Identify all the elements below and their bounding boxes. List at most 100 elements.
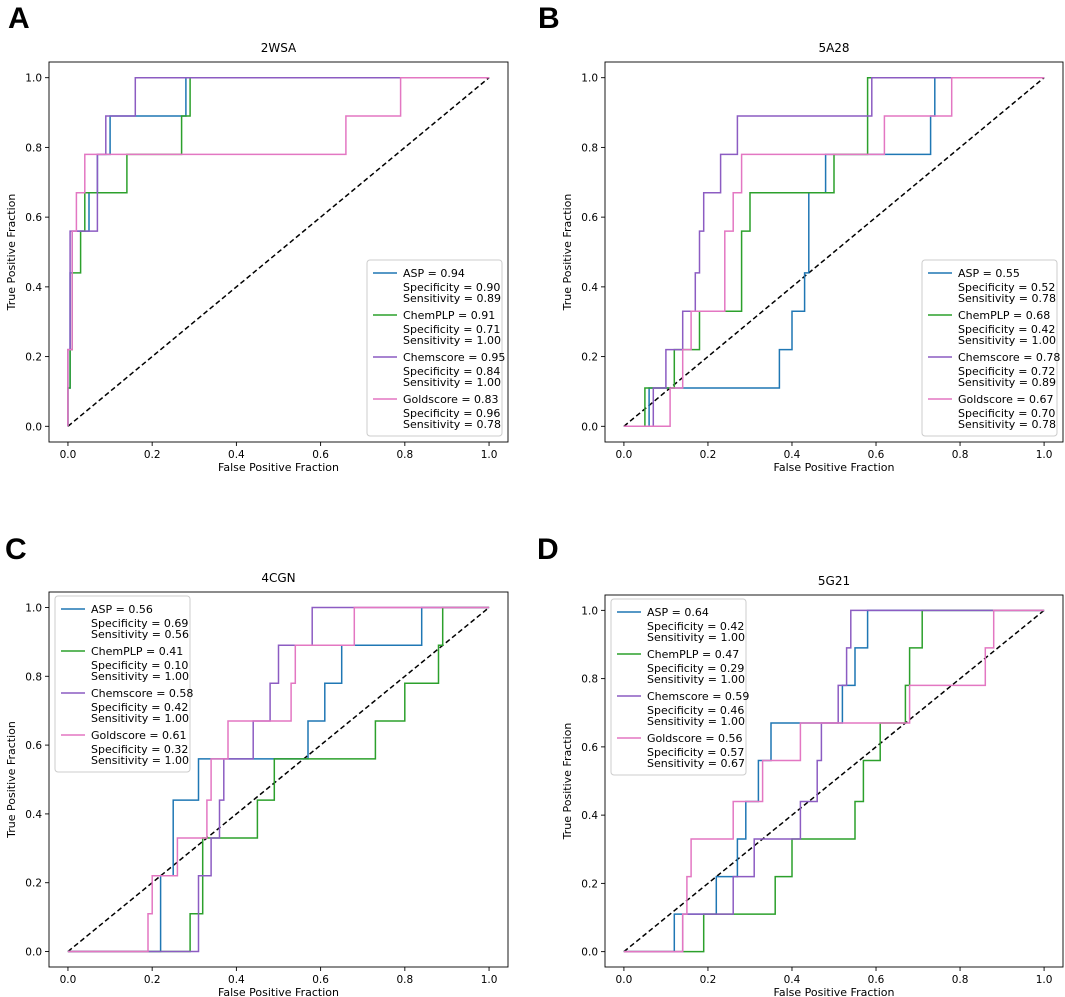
legend-sensitivity: Sensitivity = 1.00: [647, 673, 745, 686]
y-axis-label: True Positive Fraction: [561, 723, 574, 841]
legend-specificity: Specificity = 0.57: [647, 746, 744, 759]
legend-sensitivity: Sensitivity = 1.00: [403, 376, 501, 389]
axes-frame: [604, 61, 1064, 443]
legend-label: ChemPLP = 0.47: [647, 648, 739, 661]
y-tick-label: 0.6: [581, 212, 598, 224]
x-tick-label: 0.2: [144, 974, 161, 986]
chart-title: 4CGN: [261, 571, 295, 585]
x-axis-label: False Positive Fraction: [218, 461, 339, 474]
x-tick-label: 1.0: [1036, 974, 1053, 986]
legend-specificity: Specificity = 0.42: [958, 323, 1055, 336]
legend-sensitivity: Sensitivity = 0.78: [958, 292, 1056, 305]
x-tick-label: 0.0: [60, 974, 77, 986]
panel-letter: D: [537, 533, 559, 566]
chart-panel-c: C 4CGN 0.0 0.0 0.2 0.2 0.4 0.4 0.6 0.6 0.8 0.8 1.0 1.…: [5, 533, 509, 997]
legend-box: [54, 595, 191, 773]
y-tick-label: 0.2: [25, 878, 42, 890]
legend-sensitivity: Sensitivity = 0.89: [958, 376, 1056, 389]
y-tick-label: 0.2: [25, 352, 42, 364]
y-tick-label: 0.0: [25, 947, 42, 959]
legend-sensitivity: Sensitivity = 1.00: [91, 670, 189, 683]
chance-diagonal: [623, 609, 1045, 953]
legend-box: [610, 598, 747, 776]
legend-sensitivity: Sensitivity = 1.00: [91, 712, 189, 725]
x-tick-label: 0.8: [396, 974, 413, 986]
y-tick-label: 0.0: [581, 947, 598, 959]
legend-specificity: Specificity = 0.42: [647, 620, 744, 633]
legend-label: Goldscore = 0.56: [647, 732, 743, 745]
axes-frame: [48, 591, 509, 968]
legend-label: Goldscore = 0.67: [958, 393, 1054, 406]
x-tick-label: 0.0: [616, 974, 633, 986]
x-tick-label: 0.2: [144, 449, 161, 461]
legend-specificity: Specificity = 0.70: [958, 407, 1055, 420]
legend-sensitivity: Sensitivity = 1.00: [403, 334, 501, 347]
chance-diagonal: [67, 606, 490, 953]
legend-sensitivity: Sensitivity = 1.00: [647, 631, 745, 644]
x-tick-label: 0.6: [312, 974, 329, 986]
y-tick-label: 0.4: [581, 282, 598, 294]
y-tick-label: 1.0: [581, 73, 598, 85]
y-axis-label: True Positive Fraction: [5, 721, 18, 839]
legend-label: ASP = 0.55: [958, 267, 1020, 280]
x-tick-label: 0.2: [700, 449, 717, 461]
legend-specificity: Specificity = 0.52: [958, 281, 1055, 294]
chart-title: 5A28: [818, 41, 849, 55]
x-tick-label: 0.6: [868, 974, 885, 986]
legend-specificity: Specificity = 0.84: [403, 365, 500, 378]
x-tick-label: 1.0: [1036, 449, 1053, 461]
legend-specificity: Specificity = 0.71: [403, 323, 500, 336]
roc-line-chemscore: [67, 606, 490, 953]
legend-sensitivity: Sensitivity = 0.78: [403, 418, 501, 431]
y-tick-label: 0.8: [25, 142, 42, 154]
legend-specificity: Specificity = 0.42: [91, 701, 188, 714]
legend-specificity: Specificity = 0.10: [91, 659, 188, 672]
x-axis-label: False Positive Fraction: [774, 986, 895, 997]
legend-label: ChemPLP = 0.91: [403, 309, 495, 322]
legend-sensitivity: Sensitivity = 1.00: [91, 754, 189, 767]
panel-letter: C: [5, 533, 27, 566]
y-tick-label: 0.4: [25, 809, 42, 821]
roc-line-chemscore: [623, 76, 1045, 428]
legend-specificity: Specificity = 0.72: [958, 365, 1055, 378]
chart-title: 5G21: [818, 574, 850, 588]
x-tick-label: 0.2: [700, 974, 717, 986]
y-tick-label: 0.0: [581, 421, 598, 433]
x-tick-label: 0.4: [228, 449, 245, 461]
legend-label: ASP = 0.94: [403, 267, 465, 280]
legend-label: Goldscore = 0.61: [91, 729, 187, 742]
x-tick-label: 0.4: [784, 974, 801, 986]
legend-label: Goldscore = 0.83: [403, 393, 499, 406]
x-tick-label: 0.8: [952, 974, 969, 986]
roc-line-goldscore: [623, 76, 1045, 428]
y-tick-label: 0.2: [581, 352, 598, 364]
legend-sensitivity: Sensitivity = 1.00: [958, 334, 1056, 347]
chart-panel-b: B 5A28 0.0 0.0 0.2 0.2 0.4 0.4 0.6 0.6 0.8 0.8 1.0 1.…: [538, 2, 1064, 474]
legend-label: ChemPLP = 0.68: [958, 309, 1050, 322]
roc-line-goldscore: [67, 606, 490, 953]
chart-title: 2WSA: [261, 41, 297, 55]
legend-sensitivity: Sensitivity = 0.67: [647, 757, 745, 770]
x-tick-label: 0.6: [868, 449, 885, 461]
axes-frame: [604, 594, 1064, 968]
y-tick-label: 0.8: [581, 674, 598, 686]
legend-specificity: Specificity = 0.69: [91, 617, 188, 630]
legend-label: Chemscore = 0.58: [91, 687, 193, 700]
chance-diagonal: [623, 77, 1045, 427]
legend-label: ASP = 0.56: [91, 603, 153, 616]
y-tick-label: 0.6: [581, 742, 598, 754]
y-tick-label: 0.8: [25, 671, 42, 683]
y-tick-label: 0.4: [581, 810, 598, 822]
x-tick-label: 0.4: [784, 449, 801, 461]
legend-specificity: Specificity = 0.96: [403, 407, 500, 420]
chart-panel-d: D 5G21 0.0 0.0 0.2 0.2 0.4 0.4 0.6 0.6 0.8 0.8 1.0 1.…: [537, 533, 1064, 997]
legend-label: ASP = 0.64: [647, 606, 709, 619]
x-tick-label: 0.4: [228, 974, 245, 986]
panel-letter: A: [8, 2, 30, 35]
legend-label: ChemPLP = 0.41: [91, 645, 183, 658]
legend-specificity: Specificity = 0.29: [647, 662, 744, 675]
y-tick-label: 0.8: [581, 142, 598, 154]
